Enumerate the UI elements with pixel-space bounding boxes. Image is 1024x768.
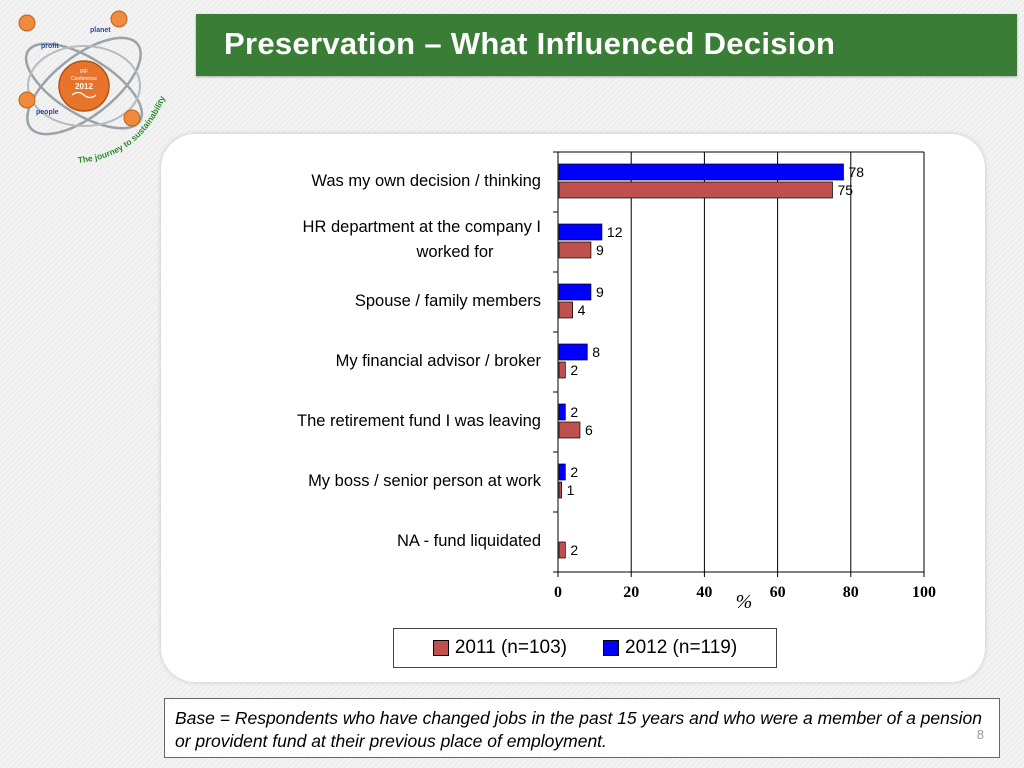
- data-label-2011: 75: [838, 182, 854, 198]
- bar-2012: [558, 283, 592, 301]
- x-tick-label: 40: [696, 584, 712, 601]
- bar-2011: [558, 421, 581, 439]
- data-label-2012: 2: [570, 404, 578, 420]
- bar-2012: [558, 163, 844, 181]
- logo-word-profit: profit: [41, 43, 60, 50]
- data-label-2012: 8: [592, 344, 600, 360]
- category-label: Was my own decision / thinking: [311, 172, 541, 190]
- legend-swatch-2011: [432, 640, 449, 656]
- category-label: Spouse / family members: [355, 292, 541, 310]
- data-label-2012: 2: [570, 464, 578, 480]
- bar-2012: [558, 223, 603, 241]
- chart-panel: 0 20 40 60 80 100% 78 75 Was my own decision / t…: [161, 134, 985, 682]
- x-tick-label: 80: [843, 584, 859, 601]
- title-banner: Preservation – What Influenced Decision: [196, 14, 1017, 76]
- x-tick-label: 60: [770, 584, 786, 601]
- logo-word-people: people: [36, 109, 59, 116]
- data-label-2011: 6: [585, 422, 593, 438]
- chart-legend: 2011 (n=103) 2012 (n=119): [393, 628, 777, 668]
- bar-2011: [558, 481, 563, 499]
- base-note: Base = Respondents who have changed jobs…: [164, 698, 1000, 758]
- conference-logo: profit planet people IRF Conference 2012…: [12, 8, 192, 178]
- bar-2011: [558, 541, 566, 559]
- data-label-2011: 2: [570, 362, 578, 378]
- data-label-2011: 2: [570, 542, 578, 558]
- x-axis-label: %: [736, 591, 753, 613]
- page-number: 8: [976, 727, 984, 742]
- legend-item-2011: 2011 (n=103): [432, 637, 567, 659]
- data-label-2012: 12: [607, 224, 623, 240]
- data-label-2011: 9: [596, 242, 604, 258]
- x-tick-label: 100: [912, 584, 936, 601]
- svg-text:2012: 2012: [75, 82, 93, 91]
- legend-item-2012: 2012 (n=119): [603, 637, 737, 659]
- legend-swatch-2012: [603, 640, 619, 656]
- data-label-2011: 4: [578, 302, 586, 318]
- category-label: NA - fund liquidated: [397, 532, 541, 550]
- logo-word-planet: planet: [90, 27, 111, 34]
- category-label: My boss / senior person at work: [308, 472, 542, 490]
- data-label-2012: 78: [848, 164, 864, 180]
- x-tick-label: 0: [554, 584, 562, 601]
- legend-label-2011: 2011 (n=103): [454, 637, 567, 658]
- data-label-2011: 1: [567, 482, 575, 498]
- bar-2012: [558, 343, 588, 361]
- svg-text:IRF: IRF: [80, 69, 88, 75]
- bar-2012: [558, 463, 566, 481]
- slide-title: Preservation – What Influenced Decision: [224, 26, 836, 61]
- bar-chart: 0 20 40 60 80 100% 78 75 Was my own decision / t…: [297, 151, 936, 613]
- bar-2012: [558, 403, 566, 421]
- bar-2011: [558, 361, 566, 379]
- category-label: My financial advisor / broker: [336, 352, 542, 370]
- data-label-2012: 9: [596, 284, 604, 300]
- bar-2011: [558, 301, 573, 319]
- svg-text:Conference: Conference: [71, 76, 97, 82]
- bar-2011: [558, 181, 833, 199]
- x-tick-label: 20: [623, 584, 639, 601]
- category-label: The retirement fund I was leaving: [297, 412, 541, 430]
- bar-2011: [558, 241, 592, 259]
- legend-label-2012: 2012 (n=119): [625, 637, 738, 658]
